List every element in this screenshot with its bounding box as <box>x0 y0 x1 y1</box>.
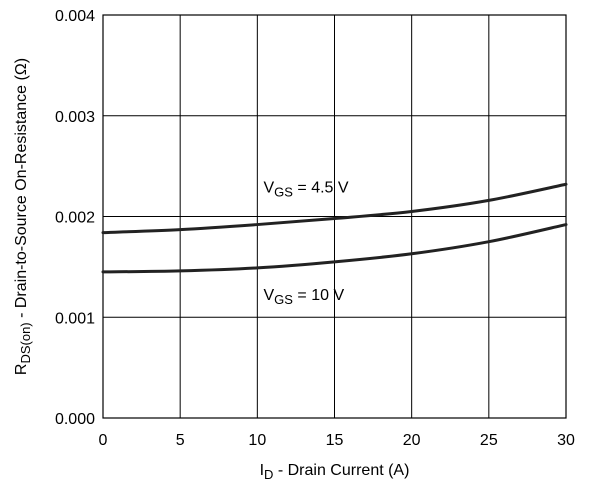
y-tick-label: 0.001 <box>55 310 95 327</box>
series-label-rest: = 4.5 V <box>293 179 349 196</box>
x-tick-label: 15 <box>326 432 344 449</box>
y-tick-label: 0.002 <box>55 210 95 227</box>
series-line-1 <box>101 223 568 274</box>
y-axis-label-rest: - Drain-to-Source On-Resistance (Ω) <box>13 58 30 322</box>
y-tick-label: 0.003 <box>55 109 95 126</box>
series-label-1: VGS = 10 V <box>264 287 345 307</box>
grid <box>102 14 567 419</box>
x-tick-label: 30 <box>557 432 575 449</box>
x-tick-label: 5 <box>176 432 185 449</box>
x-tick-label: 0 <box>99 432 108 449</box>
x-tick-label: 10 <box>248 432 266 449</box>
plot-area-frame <box>102 14 567 419</box>
y-axis-tick-labels: 0.000 0.001 0.002 0.003 0.004 <box>55 8 95 428</box>
series-line-0 <box>101 182 568 235</box>
series-label-sub: GS <box>274 292 293 307</box>
x-axis-label-rest: - Drain Current (A) <box>273 462 409 479</box>
x-tick-label: 20 <box>403 432 421 449</box>
x-axis-label-main: I <box>260 462 264 479</box>
y-axis-label-main: R <box>13 364 30 376</box>
series-lines <box>101 182 568 274</box>
x-axis-label: ID - Drain Current (A) <box>260 462 410 482</box>
series-label-sub: GS <box>274 184 293 199</box>
y-tick-label: 0.000 <box>55 411 95 428</box>
y-tick-label: 0.004 <box>55 8 95 25</box>
series-label-main: V <box>264 287 275 304</box>
x-axis-tick-labels: 0 5 10 15 20 25 30 <box>99 432 575 449</box>
series-label-0: VGS = 4.5 V <box>264 179 349 199</box>
x-tick-label: 25 <box>480 432 498 449</box>
series-label-main: V <box>264 179 275 196</box>
y-axis-label: RDS(on) - Drain-to-Source On-Resistance … <box>13 58 33 375</box>
x-axis-label-sub: D <box>264 467 273 482</box>
y-axis-label-sub: DS(on) <box>18 322 33 363</box>
series-label-rest: = 10 V <box>293 287 344 304</box>
